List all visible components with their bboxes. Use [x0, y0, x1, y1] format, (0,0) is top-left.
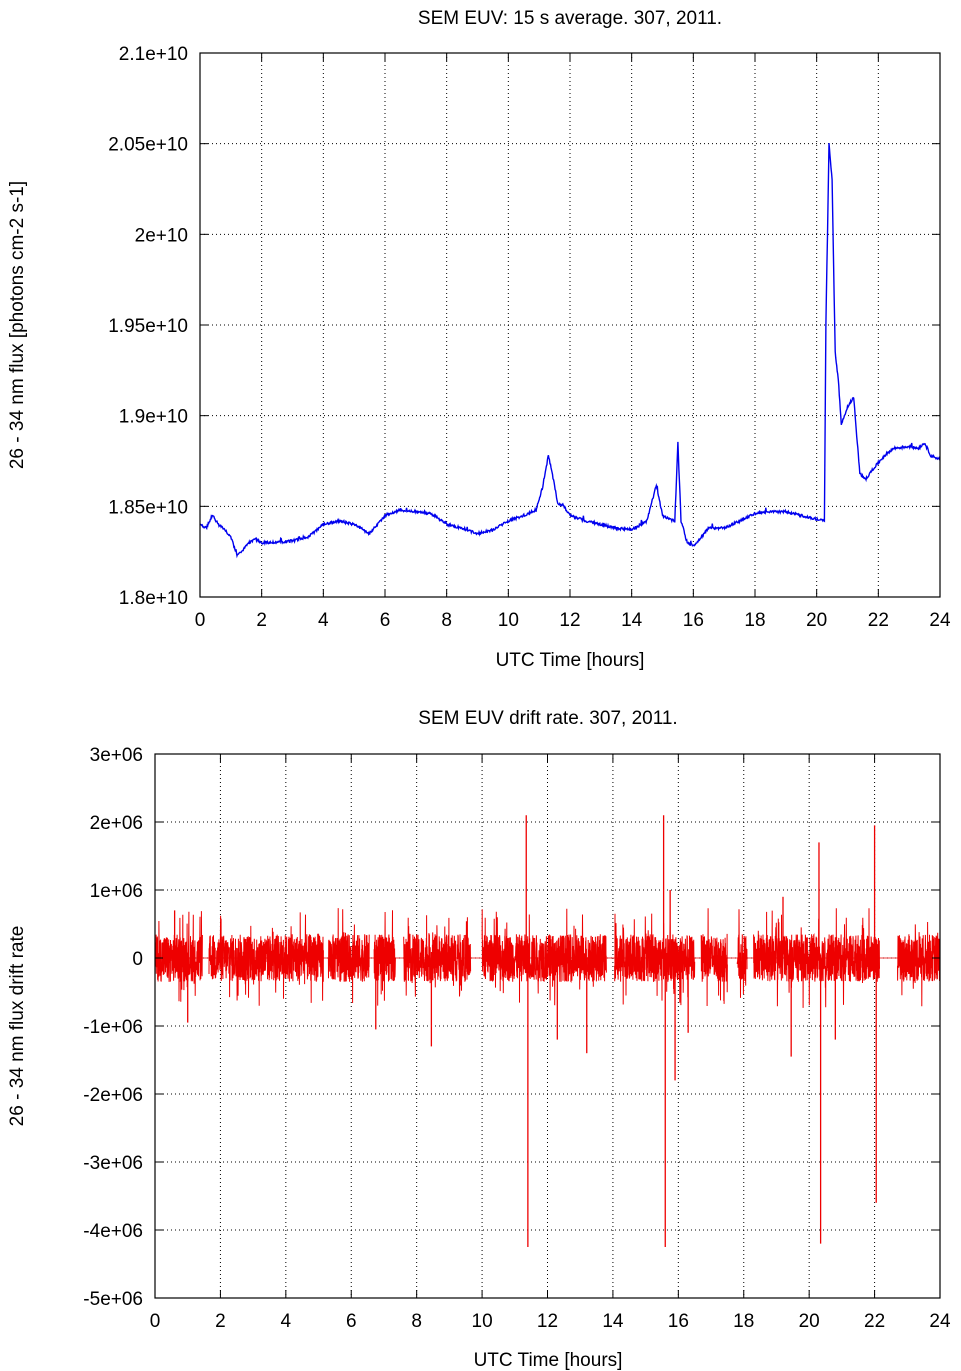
- drift-noise-segment: [154, 911, 203, 1002]
- x-tick-label: 22: [864, 1311, 885, 1332]
- x-tick-label: 20: [806, 610, 827, 631]
- x-tick-label: 12: [537, 1311, 558, 1332]
- x-tick-label: 10: [472, 1311, 493, 1332]
- y-tick-label: 1.85e+10: [108, 497, 188, 518]
- flux-plot-title: SEM EUV: 15 s average. 307, 2011.: [418, 8, 722, 29]
- y-tick-label: -5e+06: [83, 1289, 143, 1310]
- drift-noise-segment: [327, 908, 370, 1004]
- drift-noise-segment: [897, 921, 941, 1007]
- flux-series-line: [199, 142, 941, 559]
- x-tick-label: 8: [441, 610, 452, 631]
- y-tick-label: -2e+06: [83, 1085, 143, 1106]
- drift-noise-segment: [736, 909, 748, 998]
- y-tick-label: 3e+06: [90, 745, 143, 766]
- x-tick-label: 18: [733, 1311, 754, 1332]
- y-tick-label: 2.05e+10: [108, 135, 188, 156]
- x-tick-label: 6: [380, 610, 391, 631]
- drift-plot-xticks: 0 2 4 6 8 10 12 14 16 18 20 22 24: [150, 754, 951, 1332]
- y-tick-label: 1.9e+10: [119, 407, 188, 428]
- drift-plot-yticks: -5e+06 -4e+06 -3e+06 -2e+06 -1e+06 0 1e+06 2e+0…: [83, 745, 940, 1310]
- drift-noise-segment: [614, 913, 696, 1006]
- drift-plot-ylabel: 26 - 34 nm flux drift rate: [7, 926, 28, 1127]
- drift-noise-segment: [208, 912, 324, 1006]
- x-tick-label: 4: [318, 610, 329, 631]
- x-tick-label: 12: [559, 610, 580, 631]
- x-tick-label: 8: [411, 1311, 422, 1332]
- x-tick-label: 14: [621, 610, 643, 631]
- drift-noise-segment: [403, 915, 472, 997]
- drift-plot: SEM EUV drift rate. 307, 2011. 0 2 4 6 8 10 12…: [7, 708, 951, 1371]
- x-tick-label: 16: [683, 610, 704, 631]
- x-tick-label: 24: [929, 610, 951, 631]
- y-tick-label: 2e+10: [135, 225, 188, 246]
- drift-plot-title: SEM EUV drift rate. 307, 2011.: [418, 708, 677, 729]
- x-tick-label: 24: [929, 1311, 951, 1332]
- y-tick-label: -1e+06: [83, 1017, 143, 1038]
- y-tick-label: 1.8e+10: [119, 588, 188, 609]
- flux-plot-series: [199, 142, 941, 559]
- y-tick-label: -4e+06: [83, 1221, 143, 1242]
- y-tick-label: -3e+06: [83, 1153, 143, 1174]
- flux-plot-xticks: 0 2 4 6 8 10 12 14 16 18 20 22 24: [195, 53, 951, 631]
- y-tick-label: 2.1e+10: [119, 44, 188, 65]
- drift-noise-segment: [700, 908, 728, 1007]
- x-tick-label: 6: [346, 1311, 357, 1332]
- drift-noise-segment: [373, 910, 396, 1006]
- y-tick-label: 0: [132, 949, 143, 970]
- x-tick-label: 2: [215, 1311, 226, 1332]
- drift-plot-grid: [155, 754, 940, 1298]
- drift-noise-segment: [753, 908, 880, 1008]
- flux-plot-grid: [200, 53, 940, 597]
- y-tick-label: 2e+06: [90, 813, 143, 834]
- x-tick-label: 10: [498, 610, 519, 631]
- x-tick-label: 4: [281, 1311, 292, 1332]
- x-tick-label: 0: [150, 1311, 161, 1332]
- x-tick-label: 0: [195, 610, 206, 631]
- x-tick-label: 2: [256, 610, 267, 631]
- flux-plot-ylabel: 26 - 34 nm flux [photons cm-2 s-1]: [7, 181, 28, 469]
- x-tick-label: 16: [668, 1311, 689, 1332]
- y-tick-label: 1.95e+10: [108, 316, 188, 337]
- y-tick-label: 1e+06: [90, 881, 143, 902]
- drift-noise-segment: [481, 908, 607, 1006]
- x-tick-label: 18: [744, 610, 765, 631]
- flux-plot-xlabel: UTC Time [hours]: [496, 650, 645, 671]
- x-tick-label: 20: [799, 1311, 820, 1332]
- flux-plot-yticks: 1.8e+10 1.85e+10 1.9e+10 1.95e+10 2e+10 2.05e…: [108, 44, 940, 609]
- drift-plot-series: [154, 815, 941, 1247]
- x-tick-label: 14: [602, 1311, 624, 1332]
- x-tick-label: 22: [868, 610, 889, 631]
- drift-plot-xlabel: UTC Time [hours]: [474, 1350, 623, 1371]
